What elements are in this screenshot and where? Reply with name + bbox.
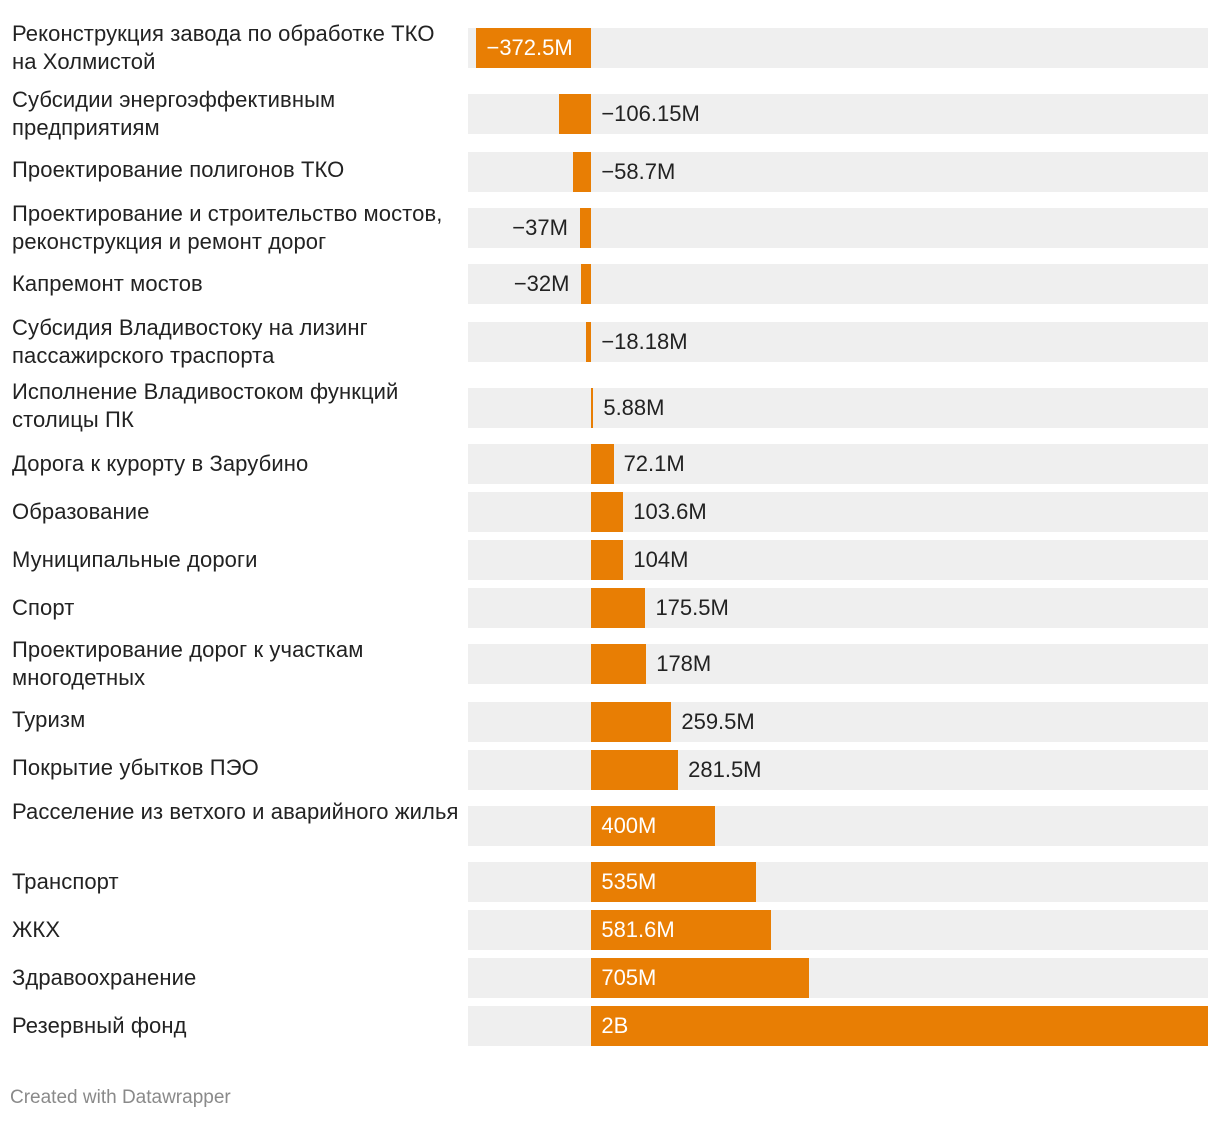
bar[interactable] <box>591 806 715 846</box>
bar[interactable] <box>476 28 592 68</box>
bar[interactable] <box>591 388 594 428</box>
bar-track <box>468 750 1208 790</box>
value-label: 103.6M <box>633 499 707 524</box>
category-label: Спорт <box>12 595 75 620</box>
bar[interactable] <box>591 958 809 998</box>
category-label: Покрытие убытков ПЭО <box>12 755 259 780</box>
category-label: Туризм <box>12 707 86 732</box>
bar[interactable] <box>591 1006 1208 1046</box>
bar-track <box>468 588 1208 628</box>
value-label: 535M <box>601 869 657 894</box>
category-label: Дорога к курорту в Зарубино <box>12 451 309 476</box>
bar-track <box>468 94 1208 134</box>
category-label: Проектирование дорог к участкам многодет… <box>12 637 364 690</box>
value-label: 104M <box>633 547 689 572</box>
value-label: 5.88M <box>603 395 665 420</box>
value-label: −372.5M <box>486 35 573 60</box>
category-label: Проектирование и строительство мостов, р… <box>12 201 443 254</box>
category-label: Резервный фонд <box>12 1013 187 1038</box>
bar-track <box>468 208 1208 248</box>
bar[interactable] <box>591 862 757 902</box>
bar[interactable] <box>581 264 592 304</box>
value-label: −37M <box>512 215 568 240</box>
bar[interactable] <box>591 540 624 580</box>
bar-track <box>468 492 1208 532</box>
value-label: −32M <box>513 271 570 296</box>
bar-track <box>468 806 1208 846</box>
value-label: 178M <box>656 651 712 676</box>
bar[interactable] <box>591 702 672 742</box>
bar-track <box>468 862 1208 902</box>
bar[interactable] <box>558 94 592 134</box>
value-label: −58.7M <box>601 159 676 184</box>
value-label: 72.1M <box>623 451 685 476</box>
bar-track <box>468 152 1208 192</box>
category-label: Субсидии энергоэффективным предприятиям <box>12 87 336 140</box>
category-label: Капремонт мостов <box>12 271 203 296</box>
category-label: Здравоохранение <box>12 965 197 990</box>
datawrapper-credit[interactable]: Created with Datawrapper <box>10 1087 231 1108</box>
bar-track <box>468 644 1208 684</box>
bar-track <box>468 264 1208 304</box>
value-label: 281.5M <box>688 757 762 782</box>
bar[interactable] <box>585 322 592 362</box>
category-label: Образование <box>12 499 150 524</box>
bar-track <box>468 702 1208 742</box>
bar[interactable] <box>573 152 592 192</box>
bar-track <box>468 388 1208 428</box>
bar[interactable] <box>591 492 624 532</box>
bar-track <box>468 540 1208 580</box>
value-label: 259.5M <box>681 709 755 734</box>
value-label: 175.5M <box>655 595 729 620</box>
bar-track <box>468 444 1208 484</box>
bar-track <box>468 910 1208 950</box>
bar[interactable] <box>591 588 646 628</box>
bar-track <box>468 322 1208 362</box>
category-label: Реконструкция завода по обработке ТКО на… <box>12 21 435 74</box>
category-label: ЖКХ <box>12 917 61 942</box>
bar[interactable] <box>591 750 679 790</box>
category-label: Муниципальные дороги <box>12 547 258 572</box>
category-label: Субсидия Владивостоку на лизинг пассажир… <box>12 315 368 368</box>
category-label: Исполнение Владивостоком функций столицы… <box>12 379 399 432</box>
bar[interactable] <box>591 644 647 684</box>
bar-track <box>468 28 1208 68</box>
value-label: 400M <box>601 813 657 838</box>
bar-track <box>468 958 1208 998</box>
bar[interactable] <box>591 910 771 950</box>
value-label: 705M <box>601 965 657 990</box>
bar[interactable] <box>591 444 614 484</box>
category-label: Расселение из ветхого и аварийного жилья <box>12 799 459 824</box>
value-label: −106.15M <box>601 101 700 126</box>
value-label: 581.6M <box>601 917 675 942</box>
value-label: 2B <box>601 1013 629 1038</box>
category-label: Транспорт <box>12 869 119 894</box>
category-label: Проектирование полигонов ТКО <box>12 157 345 182</box>
value-label: −18.18M <box>601 329 688 354</box>
bar[interactable] <box>579 208 592 248</box>
